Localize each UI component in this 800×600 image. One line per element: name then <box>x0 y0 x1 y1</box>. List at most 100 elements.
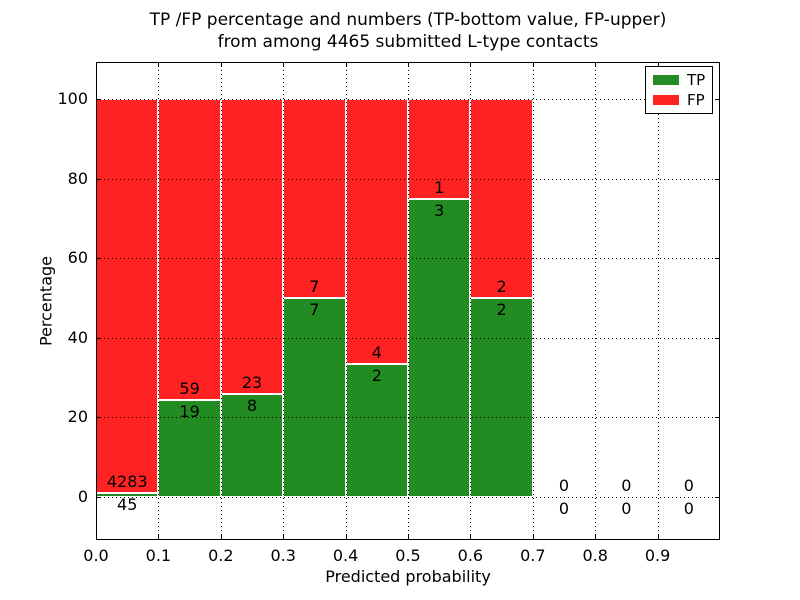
y-tick-mark <box>715 99 720 100</box>
x-tick-label: 0.7 <box>520 546 546 565</box>
y-tick-label: 80 <box>67 168 88 188</box>
v-gridline <box>345 62 347 540</box>
fp-bar-segment <box>408 99 471 199</box>
y-tick-mark <box>96 337 101 339</box>
tp-bar-segment <box>408 198 471 497</box>
x-tick-mark <box>220 535 222 540</box>
y-tick-mark <box>715 417 720 419</box>
tp-bar-segment <box>158 400 221 497</box>
legend-item-label: FP <box>687 91 705 109</box>
fp-count-label: 0 <box>683 476 694 495</box>
x-tick-mark <box>96 62 97 67</box>
x-tick-mark <box>158 535 160 540</box>
fp-count-label: 4283 <box>106 471 148 491</box>
x-tick-label: 0.1 <box>145 546 172 565</box>
x-tick-mark <box>96 535 97 540</box>
tp-count-label: 0 <box>621 499 632 518</box>
tp-bar-segment <box>283 298 346 497</box>
y-tick-label: 60 <box>67 248 88 268</box>
x-tick-label: 0.9 <box>644 546 671 565</box>
x-tick-mark <box>345 535 347 540</box>
fp-bar-segment <box>470 99 533 298</box>
fp-legend-swatch <box>653 95 679 105</box>
fp-bar-segment <box>96 99 159 493</box>
y-tick-label: 40 <box>67 327 88 347</box>
tp-count-label: 8 <box>246 396 258 416</box>
legend-item-label: TP <box>687 71 706 89</box>
x-tick-mark <box>657 535 659 540</box>
tp-count-label: 2 <box>371 366 382 386</box>
chart-title-line-1: TP /FP percentage and numbers (TP-bottom… <box>149 10 667 30</box>
tp-count-label: 45 <box>117 494 138 514</box>
legend-item-fp: FP <box>646 90 712 110</box>
fp-count-label: 7 <box>309 277 320 296</box>
v-gridline <box>595 62 597 540</box>
x-tick-label: 0.2 <box>208 546 234 565</box>
fp-count-label: 2 <box>496 277 507 296</box>
y-tick-mark <box>715 497 720 498</box>
x-tick-mark <box>719 535 720 540</box>
v-gridline <box>158 62 160 540</box>
tp-bar-segment <box>345 364 408 497</box>
y-tick-mark <box>96 497 101 498</box>
x-tick-mark <box>283 535 285 540</box>
tp-bar-segment <box>470 298 533 497</box>
v-gridline <box>283 62 285 540</box>
v-gridline <box>408 62 409 540</box>
x-tick-mark <box>657 62 659 67</box>
legend: TP FP <box>645 66 713 114</box>
v-gridline <box>532 62 534 540</box>
plot-area: 4283 45 59 19 23 8 7 7 4 2 1 3 2 2 0 0 0 0 0 0 <box>96 62 720 540</box>
x-tick-mark <box>220 62 222 67</box>
fp-bar-segment <box>345 99 408 365</box>
fp-count-label: 0 <box>621 476 632 495</box>
tp-count-label: 2 <box>496 300 507 319</box>
fp-count-label: 1 <box>434 177 445 197</box>
tp-count-label: 19 <box>179 402 200 422</box>
tp-count-label: 0 <box>558 499 570 518</box>
y-tick-mark <box>715 337 720 339</box>
y-tick-label: 0 <box>77 487 88 506</box>
x-tick-mark <box>595 62 597 67</box>
x-tick-label: 0.5 <box>395 546 421 565</box>
fp-count-label: 23 <box>241 373 263 393</box>
fp-count-label: 4 <box>371 343 382 363</box>
chart-title-line-2: from among 4465 submitted L-type contact… <box>217 32 599 52</box>
x-axis-label: Predicted probability <box>325 567 491 586</box>
fp-bar-segment <box>158 99 221 401</box>
x-tick-mark <box>158 62 160 67</box>
v-gridline <box>657 62 659 540</box>
x-tick-label: 0.8 <box>582 546 608 565</box>
x-tick-label: 0.4 <box>332 546 359 565</box>
fp-count-label: 59 <box>179 379 200 399</box>
fp-count-label: 0 <box>558 476 570 495</box>
x-tick-mark <box>470 62 472 67</box>
y-tick-label: 100 <box>57 89 88 108</box>
y-tick-mark <box>96 258 101 260</box>
fp-bar-segment <box>283 99 346 298</box>
y-tick-mark <box>96 99 101 100</box>
x-tick-mark <box>532 62 534 67</box>
x-tick-mark <box>532 535 534 540</box>
v-gridline <box>220 62 222 540</box>
x-tick-mark <box>408 535 409 540</box>
x-tick-label: 0.3 <box>270 546 296 565</box>
legend-item-tp: TP <box>646 70 712 90</box>
tp-count-label: 3 <box>434 200 445 220</box>
x-tick-mark <box>470 535 472 540</box>
y-tick-mark <box>715 178 720 180</box>
x-tick-mark <box>719 62 720 67</box>
chart-title: TP /FP percentage and numbers (TP-bottom… <box>96 9 720 53</box>
x-tick-label: 0.6 <box>457 546 484 565</box>
tp-legend-swatch <box>653 75 679 85</box>
y-tick-label: 20 <box>67 407 88 427</box>
tp-count-label: 7 <box>309 300 320 319</box>
y-tick-mark <box>96 417 101 419</box>
x-tick-mark <box>283 62 285 67</box>
x-tick-mark <box>408 62 409 67</box>
tp-count-label: 0 <box>683 499 694 518</box>
y-tick-mark <box>96 178 101 180</box>
y-tick-mark <box>715 258 720 260</box>
x-tick-mark <box>345 62 347 67</box>
